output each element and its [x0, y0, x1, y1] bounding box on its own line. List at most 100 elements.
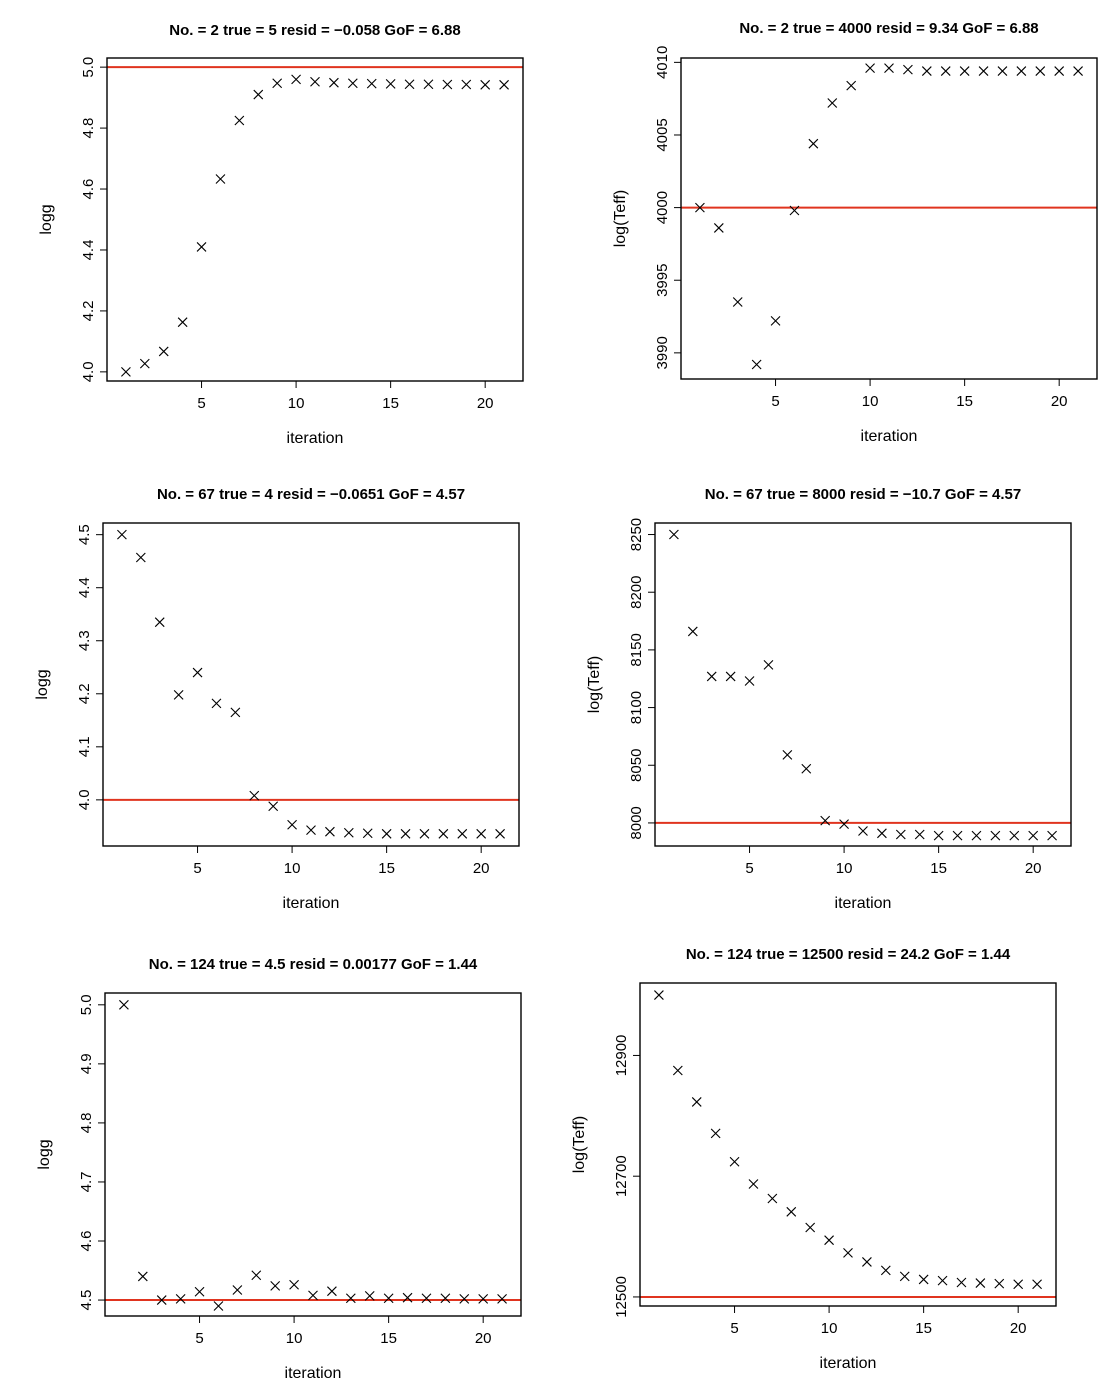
data-point-x-cross — [1054, 66, 1065, 76]
y-tick-label: 4.4 — [80, 240, 97, 261]
data-point-x-cross — [154, 617, 165, 628]
y-tick-label: 4.6 — [80, 179, 97, 200]
data-point-x-cross — [975, 1278, 986, 1288]
data-point-x-cross — [459, 1293, 470, 1304]
data-point-x-cross — [440, 1293, 451, 1304]
y-tick-label: 8250 — [628, 518, 645, 551]
data-point-x-cross — [672, 1065, 683, 1076]
data-point-x-cross — [192, 667, 203, 678]
y-tick-label: 8150 — [628, 633, 645, 666]
y-tick-label: 4.0 — [76, 789, 93, 810]
y-tick-label: 4.5 — [76, 524, 93, 545]
data-point-x-cross — [347, 78, 358, 89]
y-tick-label: 8100 — [628, 691, 645, 724]
y-axis-label: log(Teff) — [612, 190, 629, 248]
data-point-x-cross — [306, 825, 316, 835]
x-axis-label: iteration — [285, 1365, 342, 1382]
data-point-x-cross — [249, 790, 260, 801]
data-point-x-cross — [383, 1293, 394, 1304]
data-point-x-cross — [801, 763, 812, 774]
data-point-x-cross — [362, 828, 373, 839]
data-point-x-cross — [997, 66, 1008, 76]
panel-3: No. = 67 true = 4 resid = −0.0651 GoF = … — [34, 486, 520, 912]
data-point-x-cross — [137, 1271, 148, 1282]
data-point-x-cross — [119, 999, 129, 1010]
y-tick-label: 4.4 — [76, 577, 93, 598]
y-tick-label: 4.5 — [78, 1290, 95, 1311]
data-point-x-cross — [135, 552, 146, 563]
data-point-x-cross — [421, 1293, 432, 1304]
y-tick-label: 4.2 — [76, 683, 93, 704]
data-point-x-cross — [805, 1222, 816, 1233]
data-point-x-cross — [827, 98, 838, 108]
data-point-x-cross — [213, 1301, 224, 1311]
plot-frame — [680, 57, 1098, 380]
x-axis-label: iteration — [287, 430, 344, 447]
data-point-x-cross — [211, 698, 222, 709]
data-point-x-cross — [824, 1235, 834, 1246]
data-point-x-cross — [442, 79, 453, 90]
data-point-x-cross — [820, 815, 831, 826]
data-point-x-cross — [173, 689, 184, 700]
data-point-x-cross — [325, 826, 335, 837]
data-point-x-cross — [786, 1206, 797, 1217]
data-point-x-cross — [940, 66, 951, 76]
data-point-x-cross — [438, 828, 449, 839]
data-point-x-cross — [1047, 830, 1057, 841]
y-tick-label: 3990 — [654, 336, 671, 369]
x-tick-label: 15 — [930, 860, 947, 877]
y-tick-label: 4.2 — [80, 300, 97, 321]
data-point-x-cross — [253, 89, 264, 100]
data-point-x-cross — [971, 830, 982, 841]
x-tick-label: 20 — [475, 1330, 492, 1347]
data-point-x-cross — [251, 1270, 262, 1281]
data-point-x-cross — [669, 529, 679, 540]
data-point-x-cross — [862, 1257, 872, 1267]
y-tick-label: 5.0 — [80, 57, 97, 78]
data-point-x-cross — [270, 1280, 281, 1291]
data-point-x-cross — [499, 79, 509, 90]
y-tick-label: 12900 — [613, 1035, 630, 1077]
data-point-x-cross — [691, 1097, 702, 1107]
data-point-x-cross — [419, 828, 430, 839]
data-point-x-cross — [767, 1193, 778, 1204]
data-point-x-cross — [880, 1265, 891, 1276]
y-axis-label: logg — [38, 204, 55, 234]
data-point-x-cross — [121, 366, 131, 377]
x-tick-label: 20 — [1025, 860, 1042, 877]
data-point-x-cross — [994, 1278, 1005, 1289]
x-tick-label: 5 — [197, 395, 205, 412]
panel-5: No. = 124 true = 4.5 resid = 0.00177 GoF… — [36, 956, 522, 1382]
data-point-x-cross — [272, 78, 283, 89]
x-axis-label: iteration — [820, 1355, 877, 1372]
data-point-x-cross — [329, 77, 339, 88]
panel-2: No. = 2 true = 4000 resid = 9.34 GoF = 6… — [612, 20, 1098, 445]
data-point-x-cross — [364, 1291, 375, 1301]
data-point-x-cross — [175, 1293, 186, 1304]
panel-4: No. = 67 true = 8000 resid = −10.7 GoF =… — [586, 486, 1072, 912]
x-tick-label: 5 — [745, 860, 753, 877]
data-point-x-cross — [899, 1271, 910, 1282]
data-point-x-cross — [230, 707, 241, 718]
y-axis-label: log(Teff) — [586, 656, 603, 714]
data-point-x-cross — [232, 1285, 243, 1295]
data-point-x-cross — [725, 671, 736, 682]
y-tick-label: 8200 — [628, 576, 645, 609]
data-point-x-cross — [956, 1277, 967, 1288]
x-tick-label: 20 — [1010, 1320, 1027, 1337]
data-point-x-cross — [654, 990, 664, 1000]
data-point-x-cross — [177, 317, 188, 328]
data-point-x-cross — [1035, 66, 1046, 76]
x-tick-label: 15 — [956, 393, 973, 410]
y-tick-label: 4.3 — [76, 630, 93, 651]
data-point-x-cross — [158, 346, 169, 357]
data-point-x-cross — [234, 115, 245, 126]
data-point-x-cross — [959, 66, 970, 76]
y-tick-label: 8000 — [628, 806, 645, 839]
x-axis-label: iteration — [861, 428, 918, 445]
y-tick-label: 5.0 — [78, 994, 95, 1015]
data-point-x-cross — [921, 66, 932, 76]
data-point-x-cross — [695, 202, 705, 213]
data-point-x-cross — [404, 79, 415, 90]
